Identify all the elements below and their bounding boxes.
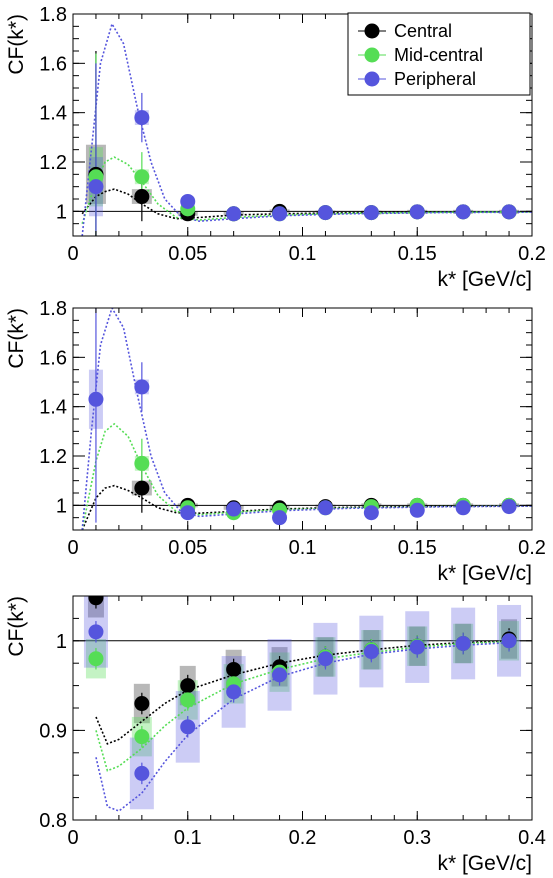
data-point-peripheral: [501, 633, 517, 649]
fit-curve-peripheral: [81, 308, 532, 530]
y-tick-label: 0.8: [39, 810, 67, 832]
x-tick-label: 0: [67, 537, 78, 559]
data-point-peripheral: [455, 635, 471, 651]
data-point-peripheral: [88, 179, 104, 195]
legend-marker-peripheral: [364, 71, 380, 87]
y-tick-label: 1.2: [39, 152, 67, 174]
x-tick-label: 0: [67, 827, 78, 849]
data-point-peripheral: [363, 205, 379, 221]
data-point-peripheral: [455, 204, 471, 220]
fit-curve-central: [95, 640, 510, 745]
y-axis-label: CF(k*): [5, 14, 28, 75]
legend-marker-central: [364, 23, 380, 39]
y-tick-label: 1.2: [39, 446, 67, 468]
data-point-peripheral: [363, 505, 379, 521]
legend-entry-central: Central: [358, 21, 452, 41]
x-axis-label: k* [GeV/c]: [437, 562, 532, 585]
data-point-peripheral: [272, 510, 288, 526]
data-point-mid-central: [134, 169, 150, 185]
data-point-peripheral: [317, 651, 333, 667]
data-point-central: [134, 189, 150, 205]
plot-area: [73, 308, 532, 530]
data-point-peripheral: [180, 193, 196, 209]
data-point-peripheral: [180, 719, 196, 735]
data-point-peripheral: [134, 379, 150, 395]
y-tick-label: 1.4: [39, 103, 67, 125]
legend-label-central: Central: [394, 21, 452, 41]
x-tick-label: 0.05: [168, 537, 207, 559]
chart-panel-2: 0 0.05 0.1 0.15 0.2 1 1.2 1.4 1.6 1.8 k* [GeV/c] CF…: [5, 298, 546, 585]
y-tick-label: 0.9: [39, 720, 67, 742]
data-point-peripheral: [88, 624, 104, 640]
fit-curve-mid-central: [81, 156, 532, 224]
y-axis-label: CF(k*): [5, 596, 28, 657]
data-point-central: [134, 480, 150, 496]
y-tick-label: 1: [56, 495, 67, 517]
y-tick-label: 1.8: [39, 4, 67, 26]
data-point-peripheral: [409, 639, 425, 655]
data-point-central: [180, 678, 196, 694]
data-point-peripheral: [272, 667, 288, 683]
x-tick-label: 0.1: [174, 827, 202, 849]
x-tick-label: 0.05: [168, 243, 207, 265]
y-tick-label: 1.6: [39, 347, 67, 369]
x-tick-label: 0.1: [289, 243, 317, 265]
data-point-peripheral: [501, 499, 517, 515]
y-tick-label: 1.8: [39, 298, 67, 320]
y-axis-label: CF(k*): [5, 308, 28, 369]
x-tick-label: 0.4: [518, 827, 546, 849]
fit-curve-peripheral: [95, 641, 510, 812]
x-tick-label: 0.2: [289, 827, 317, 849]
legend-label-mid-central: Mid-central: [394, 45, 483, 65]
y-tick-label: 1.4: [39, 397, 67, 419]
data-point-peripheral: [409, 502, 425, 518]
chart-panel-3: 0 0.1 0.2 0.3 0.4 0.8 0.9 1 k* [GeV/c] CF(k*): [5, 595, 546, 875]
legend: Central Mid-central Peripheral: [347, 12, 531, 96]
x-tick-label: 0.2: [518, 243, 546, 265]
data-point-peripheral: [226, 684, 242, 700]
legend-marker-mid-central: [364, 47, 380, 63]
plot-area: [73, 21, 532, 236]
y-tick-label: 1: [56, 201, 67, 223]
data-point-peripheral: [501, 204, 517, 220]
data-point-mid-central: [88, 651, 104, 667]
data-point-central: [134, 696, 150, 712]
x-tick-label: 0.3: [403, 827, 431, 849]
data-point-peripheral: [226, 501, 242, 517]
data-point-peripheral: [363, 644, 379, 660]
data-point-peripheral: [134, 765, 150, 781]
data-point-mid-central: [180, 692, 196, 708]
data-point-peripheral: [317, 500, 333, 516]
y-tick-label: 1: [56, 631, 67, 653]
x-axis-label: k* [GeV/c]: [437, 852, 532, 875]
x-tick-label: 0.1: [289, 537, 317, 559]
x-tick-label: 0.15: [398, 243, 437, 265]
x-axis-label: k* [GeV/c]: [437, 268, 532, 291]
data-point-peripheral: [317, 205, 333, 221]
legend-entry-peripheral: Peripheral: [358, 69, 476, 89]
legend-label-peripheral: Peripheral: [394, 69, 476, 89]
data-point-peripheral: [88, 391, 104, 407]
data-point-mid-central: [134, 729, 150, 745]
x-tick-label: 0: [67, 243, 78, 265]
y-tick-label: 1.6: [39, 53, 67, 75]
fit-curve-mid-central: [95, 640, 510, 772]
data-point-peripheral: [409, 204, 425, 220]
fit-curve-central: [81, 484, 532, 530]
x-tick-label: 0.15: [398, 537, 437, 559]
data-point-peripheral: [134, 110, 150, 126]
x-tick-label: 0.2: [518, 537, 546, 559]
plot-area: [73, 596, 532, 812]
data-point-peripheral: [180, 505, 196, 521]
data-point-peripheral: [455, 500, 471, 516]
data-point-peripheral: [272, 206, 288, 222]
data-point-mid-central: [134, 455, 150, 471]
data-point-peripheral: [226, 206, 242, 222]
data-point-central: [226, 661, 242, 677]
legend-entry-mid-central: Mid-central: [358, 45, 483, 65]
